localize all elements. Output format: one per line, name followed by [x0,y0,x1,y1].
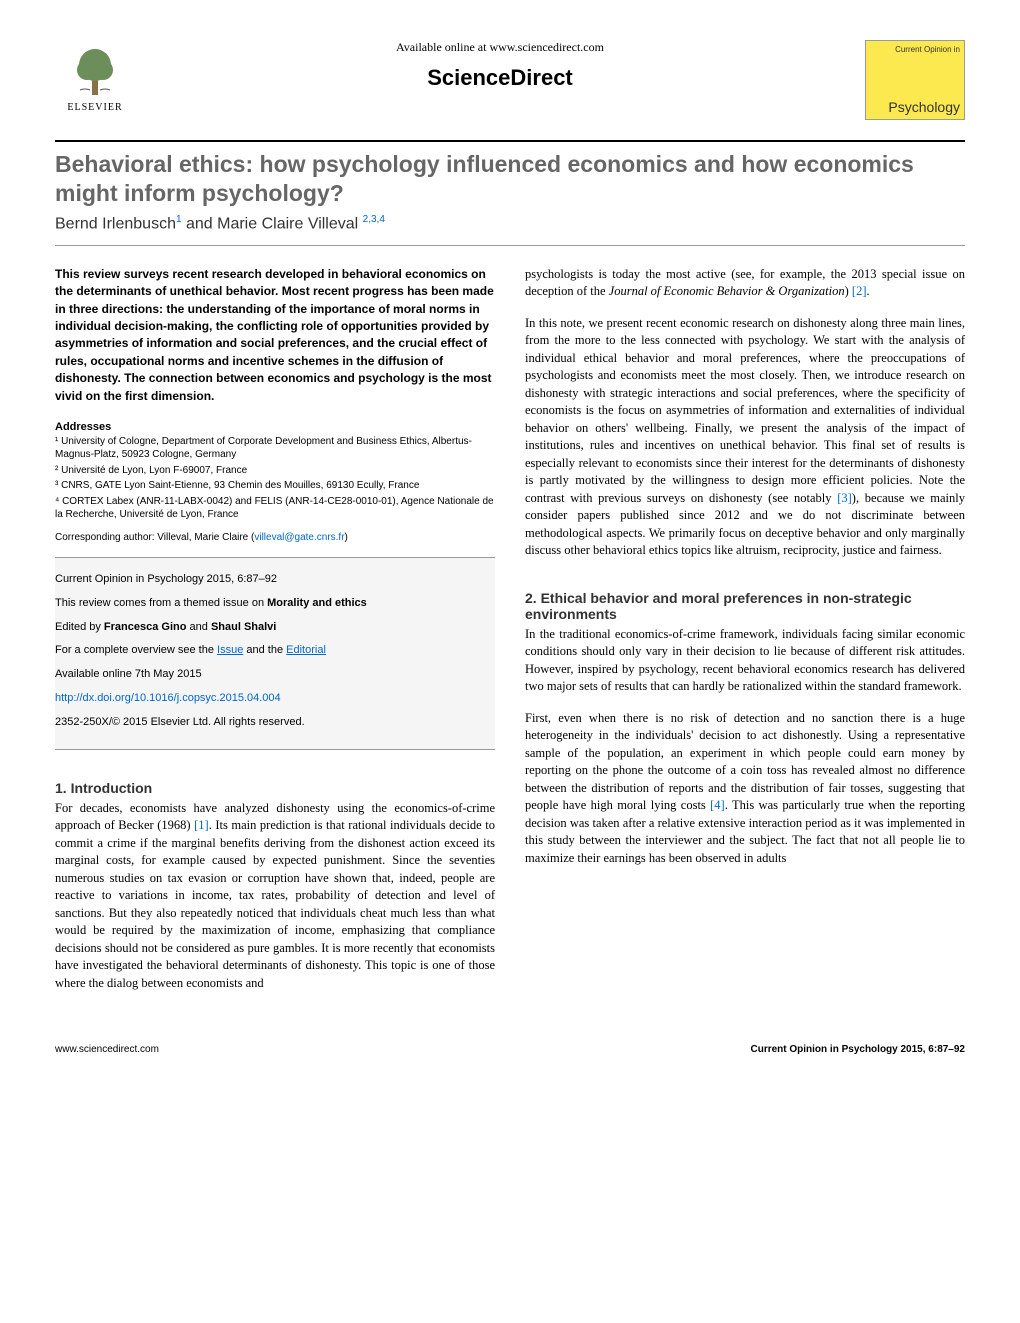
info-box: Current Opinion in Psychology 2015, 6:87… [55,557,495,750]
overview-and: and the [243,644,286,656]
section-1-p1: For decades, economists have analyzed di… [55,800,495,993]
journal-badge-top: Current Opinion in [870,45,960,54]
available-date: Available online 7th May 2015 [55,665,495,685]
corresponding-label: Corresponding author: Villeval, Marie Cl… [55,532,254,543]
abstract-text: This review surveys recent research deve… [55,266,495,405]
section-2-p1: In the traditional economics-of-crime fr… [525,626,965,696]
c2p2a: In this note, we present recent economic… [525,316,965,505]
author-1: Bernd Irlenbusch [55,215,176,232]
elsevier-label: ELSEVIER [67,102,122,113]
edited-prefix: Edited by [55,621,104,633]
author-2-affil: 2,3,4 [363,214,385,225]
authors-line: Bernd Irlenbusch1 and Marie Claire Ville… [55,214,965,233]
issue-link[interactable]: Issue [217,644,243,656]
editor-2: Shaul Shalvi [211,621,276,633]
header-row: ELSEVIER Available online at www.science… [55,40,965,120]
editor-and: and [186,621,210,633]
copyright: 2352-250X/© 2015 Elsevier Ltd. All right… [55,713,495,733]
s1p1b: . Its main prediction is that rational i… [55,818,495,990]
sciencedirect-logo: ScienceDirect [135,65,865,91]
author-2: Marie Claire Villeval [217,215,363,232]
journal-badge: Current Opinion in Psychology [865,40,965,120]
available-online-text: Available online at www.sciencedirect.co… [135,40,865,55]
editor-1: Francesca Gino [104,621,187,633]
overview-line: For a complete overview see the Issue an… [55,641,495,661]
doi-link[interactable]: http://dx.doi.org/10.1016/j.copsyc.2015.… [55,689,495,709]
col2-p1: psychologists is today the most active (… [525,266,965,301]
c2p1c: . [867,284,870,298]
themed-title: Morality and ethics [267,597,367,609]
article-title: Behavioral ethics: how psychology influe… [55,150,965,208]
ref-2[interactable]: [2] [852,284,867,298]
c2p1italic: Journal of Economic Behavior & Organizat… [609,284,845,298]
corresponding-author: Corresponding author: Villeval, Marie Cl… [55,532,495,543]
section-2-heading: 2. Ethical behavior and moral preference… [525,590,965,622]
title-section: Behavioral ethics: how psychology influe… [55,140,965,246]
ref-1[interactable]: [1] [194,818,209,832]
c2p1b: ) [845,284,852,298]
journal-badge-bottom: Psychology [888,99,960,115]
footer-left: www.sciencedirect.com [55,1044,159,1055]
editorial-link[interactable]: Editorial [286,644,326,656]
themed-prefix: This review comes from a themed issue on [55,597,267,609]
address-3: ³ CNRS, GATE Lyon Saint-Etienne, 93 Chem… [55,479,495,493]
col2-p2: In this note, we present recent economic… [525,315,965,560]
footer-right: Current Opinion in Psychology 2015, 6:87… [750,1044,965,1055]
overview-prefix: For a complete overview see the [55,644,217,656]
themed-issue: This review comes from a themed issue on… [55,594,495,614]
footer-right-text: Current Opinion in Psychology 2015, 6:87… [750,1044,965,1055]
section-1-heading: 1. Introduction [55,780,495,796]
ref-4[interactable]: [4] [710,798,725,812]
ref-3[interactable]: [3] [837,491,852,505]
address-1: ¹ University of Cologne, Department of C… [55,435,495,462]
corresponding-email[interactable]: villeval@gate.cnrs.fr [254,532,344,543]
header-center: Available online at www.sciencedirect.co… [135,40,865,91]
author-and: and [182,215,218,232]
elsevier-tree-icon [65,40,125,100]
edited-by: Edited by Francesca Gino and Shaul Shalv… [55,618,495,638]
address-4: ⁴ CORTEX Labex (ANR-11-LABX-0042) and FE… [55,495,495,522]
elsevier-logo: ELSEVIER [55,40,135,113]
addresses-label: Addresses [55,421,495,433]
two-column-layout: This review surveys recent research deve… [55,266,965,1006]
address-2: ² Université de Lyon, Lyon F-69007, Fran… [55,464,495,478]
right-column: psychologists is today the most active (… [525,266,965,1006]
section-2-p2: First, even when there is no risk of det… [525,710,965,868]
journal-ref: Current Opinion in Psychology 2015, 6:87… [55,570,495,590]
corresponding-close: ) [345,532,348,543]
footer: www.sciencedirect.com Current Opinion in… [55,1036,965,1055]
left-column: This review surveys recent research deve… [55,266,495,1006]
